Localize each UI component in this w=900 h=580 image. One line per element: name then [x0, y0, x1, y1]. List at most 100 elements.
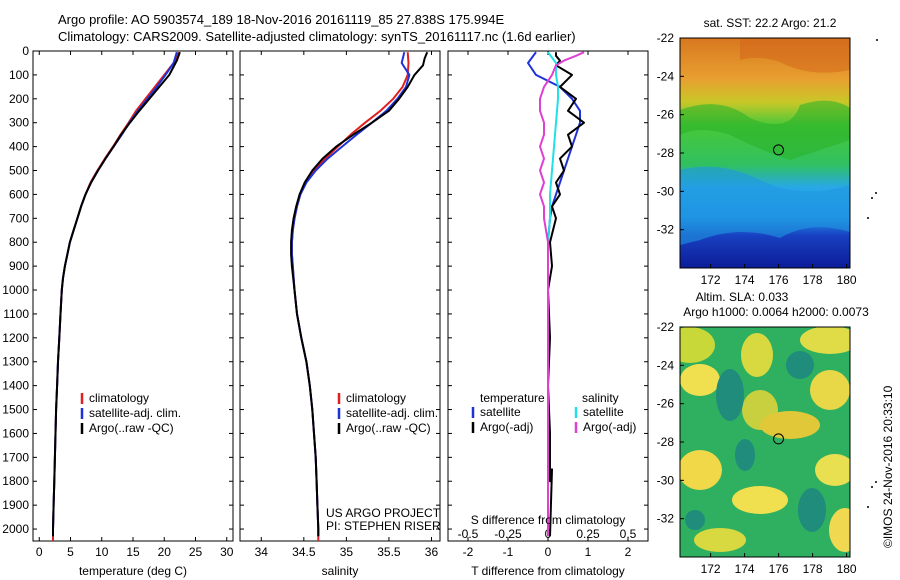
- difference-legend: temperature salinitysatelliteArgo(-adj)sa…: [471, 391, 636, 434]
- credit-project: US ARGO PROJECT: [326, 506, 441, 520]
- series-line-satellite-adj-clim-: [52, 51, 178, 537]
- series-line-satellite: [527, 51, 581, 537]
- temperature-ticks: 0 5 10 15 20 25 30: [36, 51, 234, 559]
- map-x-tick-label: 174: [735, 562, 755, 576]
- x-tick-label: 5: [67, 545, 74, 559]
- x-tick-label: 1: [585, 545, 592, 559]
- x-tick-label: 35.5: [377, 545, 401, 559]
- map-x-tick-label: 174: [735, 273, 755, 287]
- depth-tick-label: 1300: [2, 355, 29, 369]
- depth-tick-label: 1100: [3, 307, 29, 321]
- depth-tick-label: 2000: [2, 522, 29, 536]
- x-tick-label: 34.5: [292, 545, 316, 559]
- map-y-tick-label: -30: [657, 184, 675, 198]
- depth-tick-label: 700: [9, 211, 29, 225]
- sla-anomaly-blobs: [680, 327, 850, 552]
- map-x-tick-label: 178: [803, 273, 823, 287]
- map-x-tick-label: 176: [769, 562, 789, 576]
- sla-map-title: Altim. SLA: 0.033: [696, 290, 789, 304]
- map-x-tick-label: 180: [837, 273, 857, 287]
- depth-tick-label: 300: [9, 116, 29, 130]
- t-difference-label: T difference from climatology: [471, 564, 625, 578]
- sst-warm-patch: [680, 100, 850, 160]
- depth-tick-label: 1000: [2, 283, 29, 297]
- series-line-satellite: [547, 51, 559, 537]
- depth-tick-label: 900: [9, 259, 29, 273]
- credit-pi: PI: STEPHEN RISER: [326, 519, 441, 533]
- s-tick-label: 0.25: [576, 527, 600, 541]
- map-y-tick-label: -26: [657, 397, 675, 411]
- salinity-ticks: 34 34.5 35 35.5 36: [255, 51, 439, 559]
- difference-panel: -2 -1 0 1 2-0.5 -0.25 0 0.25 0.5 S difference fr…: [447, 50, 649, 578]
- temperature-axes: [32, 50, 234, 542]
- x-tick-label: 35: [340, 545, 354, 559]
- salinity-axes: [239, 50, 441, 542]
- series-line-climatology: [290, 52, 410, 541]
- x-tick-label: 34: [255, 545, 269, 559]
- series-line-argo-raw-qc-: [290, 51, 429, 537]
- depth-tick-label: 1600: [2, 426, 29, 440]
- x-tick-label: 25: [189, 545, 203, 559]
- x-tick-label: 36: [425, 545, 439, 559]
- sla-map-subtitle: Argo h1000: 0.0064 h2000: 0.0073: [683, 305, 869, 319]
- legend-label: satellite: [480, 405, 521, 419]
- difference-series: [527, 51, 585, 537]
- series-line-argo-raw-qc-: [52, 51, 181, 537]
- sst-orange-patch: [740, 38, 850, 73]
- depth-tick-label: 800: [9, 235, 29, 249]
- legend-label: Argo(-adj): [583, 420, 636, 434]
- legend-label: satellite: [583, 405, 624, 419]
- legend-label: climatology: [89, 391, 149, 405]
- series-line-climatology: [52, 51, 180, 541]
- salinity-xlabel: salinity: [322, 564, 359, 578]
- depth-tick-label: 1900: [2, 498, 29, 512]
- title-line1: Argo profile: AO 5903574_189 18-Nov-2016…: [58, 12, 505, 27]
- map-x-tick-label: 180: [837, 562, 857, 576]
- map-x-tick-label: 178: [803, 562, 823, 576]
- series-line-argo-adj-: [539, 51, 585, 537]
- temperature-series: [52, 51, 181, 541]
- difference-ticks: -2 -1 0 1 2-0.5 -0.25 0 0.25 0.5: [458, 51, 637, 559]
- legend-label: satellite-adj. clim.: [89, 406, 181, 420]
- island-dots: [867, 39, 878, 219]
- depth-tick-label: 0: [22, 44, 29, 58]
- map-y-tick-label: -22: [657, 320, 675, 334]
- depth-tick-label: 400: [9, 140, 29, 154]
- map-x-tick-label: 176: [769, 273, 789, 287]
- depth-tick-label: 1800: [2, 474, 29, 488]
- float-position-marker: [772, 144, 784, 156]
- title-line2: Climatology: CARS2009. Satellite-adjuste…: [58, 29, 576, 44]
- map-x-tick-label: 172: [701, 273, 721, 287]
- series-line-satellite-adj-clim-: [290, 51, 411, 537]
- depth-tick-label: 100: [9, 68, 29, 82]
- x-tick-label: 0: [545, 545, 552, 559]
- x-tick-label: 15: [126, 545, 140, 559]
- depth-tick-label: 1700: [2, 450, 29, 464]
- x-tick-label: 20: [158, 545, 172, 559]
- map-y-tick-label: -28: [657, 146, 675, 160]
- salinity-series: [290, 51, 429, 541]
- legend-label: climatology: [346, 391, 406, 405]
- x-tick-label: -1: [503, 545, 514, 559]
- s-tick-label: 0.5: [620, 527, 637, 541]
- map-y-tick-label: -28: [657, 435, 675, 449]
- map-y-tick-label: -30: [657, 473, 675, 487]
- temperature-xlabel: temperature (deg C): [79, 564, 187, 578]
- legend-title-salinity: salinity: [582, 391, 619, 405]
- map-y-tick-label: -32: [657, 223, 675, 237]
- map-y-tick-label: -24: [657, 358, 675, 372]
- depth-tick-label: 1400: [2, 379, 29, 393]
- float-position-marker-sla: [772, 433, 784, 445]
- x-tick-label: 0: [36, 545, 43, 559]
- sst-cold-patch: [680, 166, 850, 245]
- legend-label: Argo(..raw -QC): [346, 421, 431, 435]
- map-y-tick-label: -22: [657, 31, 675, 45]
- x-tick-label: -2: [463, 545, 474, 559]
- sst-map-panel: sat. SST: 22.2 Argo: 21.2 172 174 176 178 18…: [657, 16, 878, 287]
- depth-tick-label: 200: [9, 92, 29, 106]
- salinity-panel: 34 34.5 35 35.5 36 salinity climatologysatel…: [239, 50, 441, 578]
- island-dots-sla: [867, 481, 877, 508]
- legend-title-temperature: temperature: [480, 391, 545, 405]
